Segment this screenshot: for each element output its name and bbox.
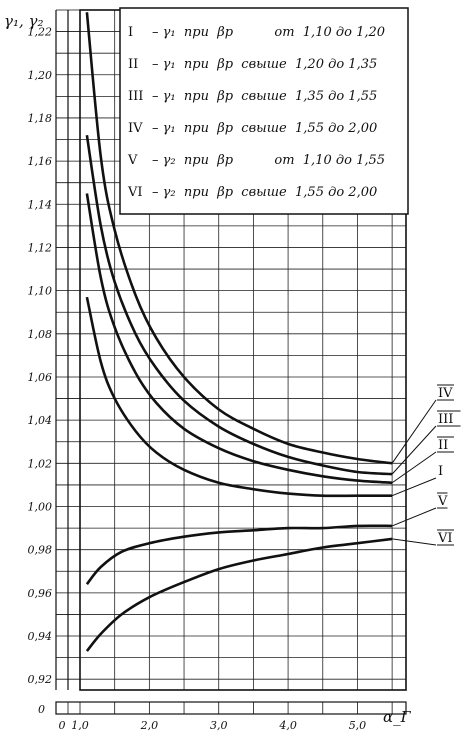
- series-leader-I: [391, 477, 437, 497]
- series-label-V: V: [437, 494, 448, 509]
- series-leader-VI: [392, 538, 437, 546]
- series-line-VI: [85, 537, 393, 652]
- legend-entry-text: – γ₁ при βр свыше 1,35 до 1,55: [152, 89, 377, 104]
- y-tick-label: 1,08: [28, 328, 53, 341]
- series-leader-V: [391, 507, 437, 527]
- series-label-II: II: [438, 438, 448, 453]
- legend-entry-text: – γ₂ при βр свыше 1,55 до 2,00: [152, 185, 377, 200]
- y-tick-labels: 1,22 1,20 1,18 1,16 1,14 1,12 1,10 1,08 1,06 1,04…: [28, 26, 53, 687]
- y-tick-label: 0,98: [28, 544, 53, 557]
- x-tick-label: 2,0: [140, 719, 159, 732]
- y-tick-label: 1,18: [28, 112, 53, 125]
- legend: I – γ₁ при βр от 1,10 до 1,20 II – γ₁ при β…: [127, 25, 385, 200]
- legend-entry-num: II: [128, 57, 138, 72]
- x-tick-labels: 0 1,0 2,0 3,0 4,0 5,0: [59, 719, 367, 732]
- series-label-III: III: [438, 412, 453, 427]
- x-scale-strip: [55, 701, 407, 715]
- series-line-I: [85, 296, 393, 498]
- axes: [55, 9, 407, 715]
- legend-entry-num: IV: [128, 121, 143, 136]
- y-zero-label: 0: [38, 703, 45, 716]
- y-tick-label: 1,12: [28, 241, 53, 254]
- legend-entry-text: – γ₁ при βр от 1,10 до 1,20: [152, 25, 385, 40]
- series-line-IV: [85, 12, 393, 465]
- x-tick-label: 4,0: [278, 719, 297, 732]
- y-tick-label: 0,96: [28, 587, 53, 600]
- legend-entry-text: – γ₁ при βр свыше 1,55 до 2,00: [152, 121, 377, 136]
- x-tick-label: 3,0: [210, 719, 228, 732]
- y-tick-label: 0,92: [28, 673, 53, 686]
- series-label-I: I: [438, 464, 443, 479]
- y-tick-label: 1,14: [28, 198, 53, 211]
- legend-entry-text: – γ₁ при βр свыше 1,20 до 1,35: [152, 57, 377, 72]
- y-tick-label: 1,06: [28, 371, 53, 384]
- y-tick-label: 1,22: [28, 26, 53, 39]
- y-tick-label: 1,02: [28, 457, 53, 470]
- legend-entry-text: – γ₂ при βр от 1,10 до 1,55: [152, 153, 385, 168]
- y-tick-label: 1,00: [28, 501, 53, 514]
- series-label-VI: VI: [437, 531, 453, 546]
- legend-entry-num: VI: [127, 185, 143, 200]
- y-tick-label: 1,16: [28, 155, 53, 168]
- legend-entry-num: III: [128, 89, 143, 104]
- series-leader-IV: [391, 399, 437, 464]
- series-line-II: [85, 193, 393, 485]
- x-axis-label: α_Г: [383, 708, 412, 726]
- y-tick-label: 0,94: [28, 630, 53, 643]
- series-label-IV: IV: [438, 386, 453, 401]
- legend-entry-num: V: [127, 153, 138, 168]
- x-tick-label: 1,0: [71, 719, 89, 732]
- y-tick-label: 1,04: [28, 414, 53, 427]
- x-tick-label: 5,0: [349, 719, 367, 732]
- y-axis-label: γ₁, γ₂: [4, 12, 44, 30]
- legend-entry-num: I: [128, 25, 133, 40]
- series-leader-II: [391, 451, 437, 484]
- y-tick-label: 1,10: [28, 285, 53, 298]
- x-tick-label: 0: [59, 719, 66, 732]
- series-leader-III: [391, 425, 437, 475]
- y-tick-label: 1,20: [28, 69, 53, 82]
- series-line-III: [85, 135, 393, 476]
- series-lines: [85, 12, 393, 652]
- series-line-V: [85, 524, 393, 586]
- legend-box: [119, 7, 409, 215]
